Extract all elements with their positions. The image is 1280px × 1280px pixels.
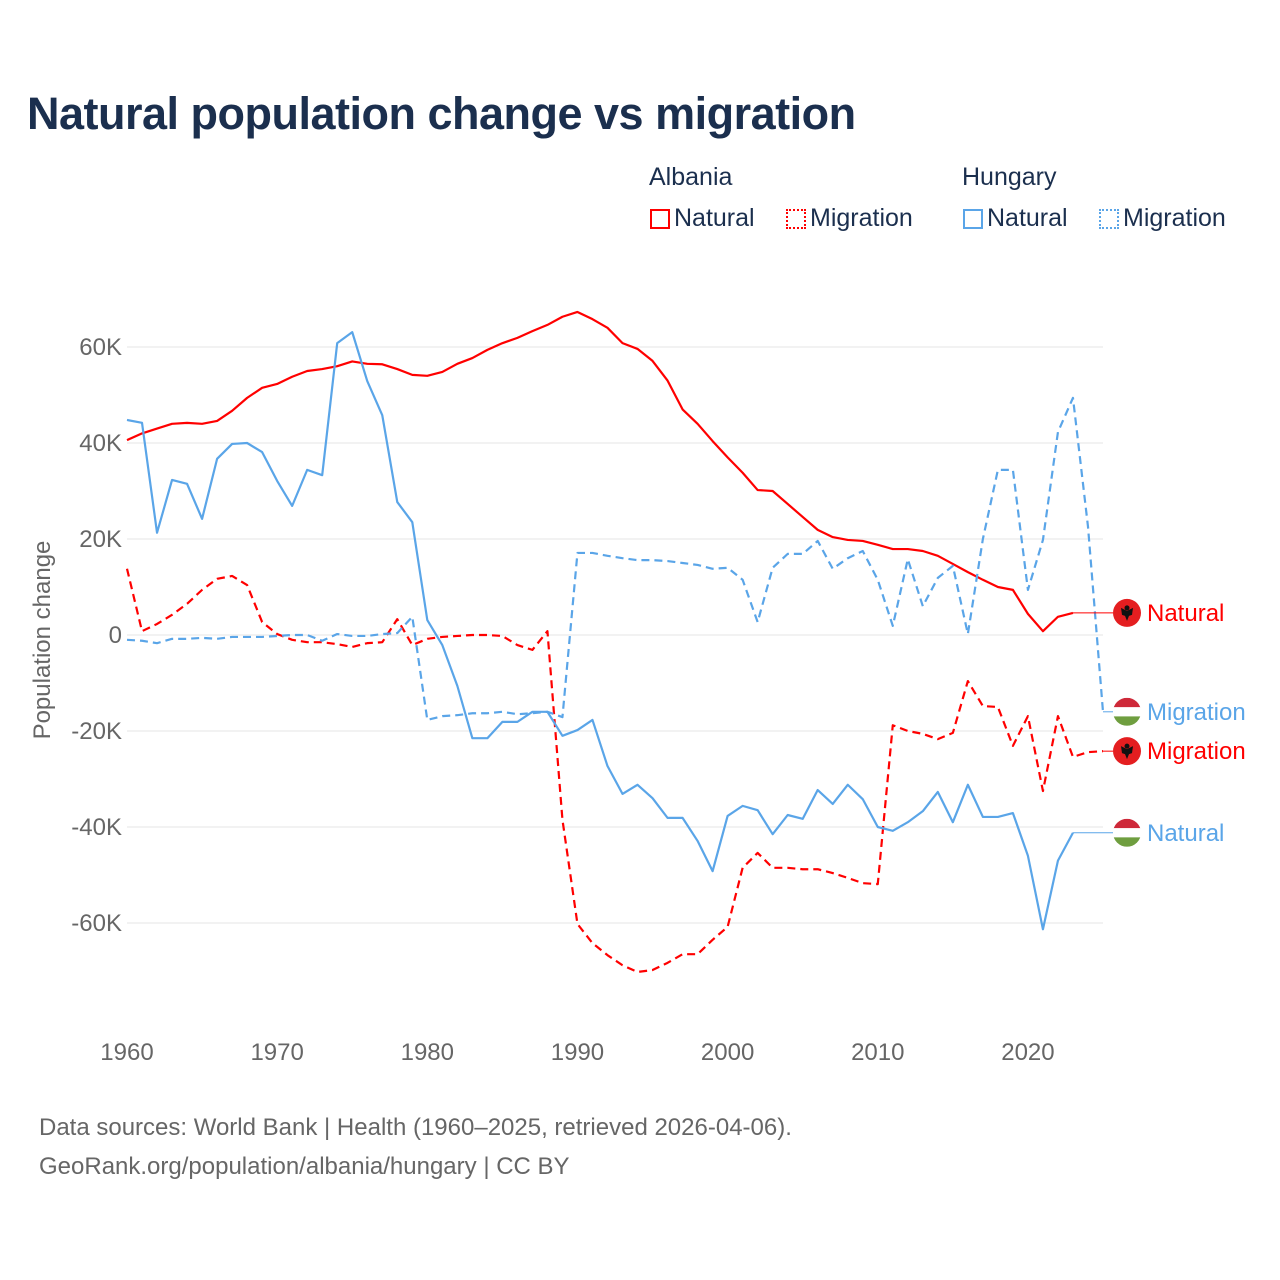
- albania-flag-icon: [1113, 598, 1141, 627]
- series-end-label: Natural: [1147, 820, 1224, 847]
- series-end-label: Natural: [1147, 600, 1224, 627]
- x-tick-label: 1960: [100, 1039, 153, 1066]
- hungary-flag-icon: [1113, 697, 1141, 726]
- x-tick-label: 1980: [401, 1039, 454, 1066]
- legend-label: Migration: [810, 204, 913, 232]
- legend-label: Natural: [674, 204, 755, 232]
- y-tick-label: -60K: [71, 910, 122, 937]
- series-line-albania-natural: [126, 310, 1074, 633]
- y-tick-label: -40K: [71, 814, 122, 841]
- legend-swatch-dotted-icon: [786, 208, 806, 229]
- series-line-hungary-migration: [126, 396, 1105, 722]
- legend-label: Natural: [987, 204, 1068, 232]
- hungary-flag-icon: [1113, 818, 1141, 847]
- legend-label: Migration: [1123, 204, 1226, 232]
- legend-swatch-solid-icon: [963, 208, 983, 229]
- y-tick-label: 40K: [79, 430, 122, 457]
- legend-group-albania: Albania: [649, 163, 733, 191]
- albania-flag-icon: [1113, 737, 1141, 766]
- x-tick-label: 2000: [701, 1039, 754, 1066]
- series-line-hungary-natural: [126, 331, 1074, 931]
- x-tick-label: 2020: [1001, 1039, 1054, 1066]
- x-tick-label: 1990: [551, 1039, 604, 1066]
- legend-hungary-migration[interactable]: Migration: [1099, 204, 1226, 233]
- x-tick-label: 1970: [250, 1039, 303, 1066]
- attribution-link[interactable]: GeoRank.org/population/albania/hungary |…: [39, 1153, 570, 1180]
- legend-swatch-dotted-icon: [1099, 208, 1119, 229]
- y-tick-label: 0: [109, 622, 122, 649]
- legend-albania-natural[interactable]: Natural: [650, 204, 755, 233]
- source-text: Data sources: World Bank | Health (1960–…: [39, 1114, 792, 1141]
- x-tick-label: 2010: [851, 1039, 904, 1066]
- legend-group-hungary: Hungary: [962, 163, 1057, 191]
- y-tick-label: 20K: [79, 526, 122, 553]
- legend-albania-migration[interactable]: Migration: [786, 204, 913, 233]
- series-end-label: Migration: [1147, 738, 1246, 765]
- legend-swatch-solid-icon: [650, 208, 670, 229]
- y-axis-label: Population change: [29, 541, 56, 740]
- footer-source: Data sources: World Bank | Health (1960–…: [39, 1108, 792, 1186]
- legend-hungary-natural[interactable]: Natural: [963, 204, 1068, 233]
- series-end-label: Migration: [1147, 699, 1246, 726]
- series-line-albania-migration: [125, 568, 1104, 974]
- chart-title: Natural population change vs migration: [27, 88, 856, 139]
- y-tick-label: -20K: [71, 718, 122, 745]
- y-tick-label: 60K: [79, 334, 122, 361]
